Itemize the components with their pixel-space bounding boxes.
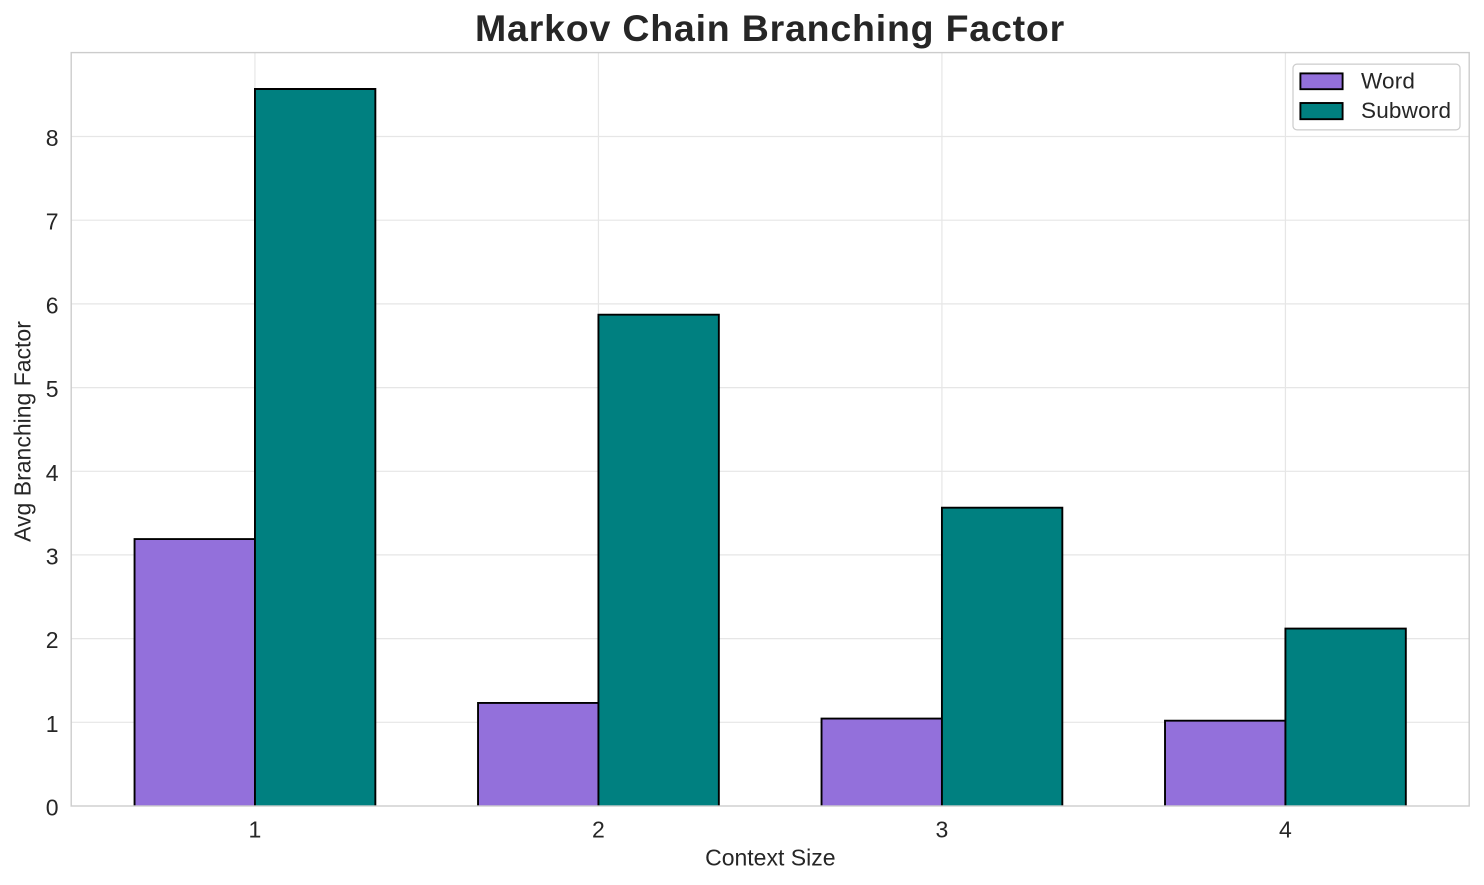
svg-text:Word: Word (1361, 68, 1415, 93)
svg-text:3: 3 (46, 543, 59, 569)
svg-text:Avg Branching Factor: Avg Branching Factor (10, 321, 36, 542)
svg-text:2: 2 (46, 627, 59, 653)
svg-text:2: 2 (592, 817, 605, 843)
svg-text:3: 3 (936, 817, 949, 843)
svg-text:4: 4 (1279, 817, 1292, 843)
svg-text:Subword: Subword (1361, 98, 1451, 123)
svg-text:6: 6 (46, 292, 59, 318)
svg-text:4: 4 (46, 460, 59, 486)
svg-text:7: 7 (46, 209, 59, 235)
svg-text:Markov Chain Branching Factor: Markov Chain Branching Factor (475, 7, 1065, 49)
svg-text:8: 8 (46, 125, 59, 151)
svg-text:1: 1 (249, 817, 262, 843)
svg-text:Context Size: Context Size (705, 845, 835, 871)
svg-text:0: 0 (46, 795, 59, 821)
svg-text:1: 1 (46, 711, 59, 737)
svg-text:5: 5 (46, 376, 59, 402)
